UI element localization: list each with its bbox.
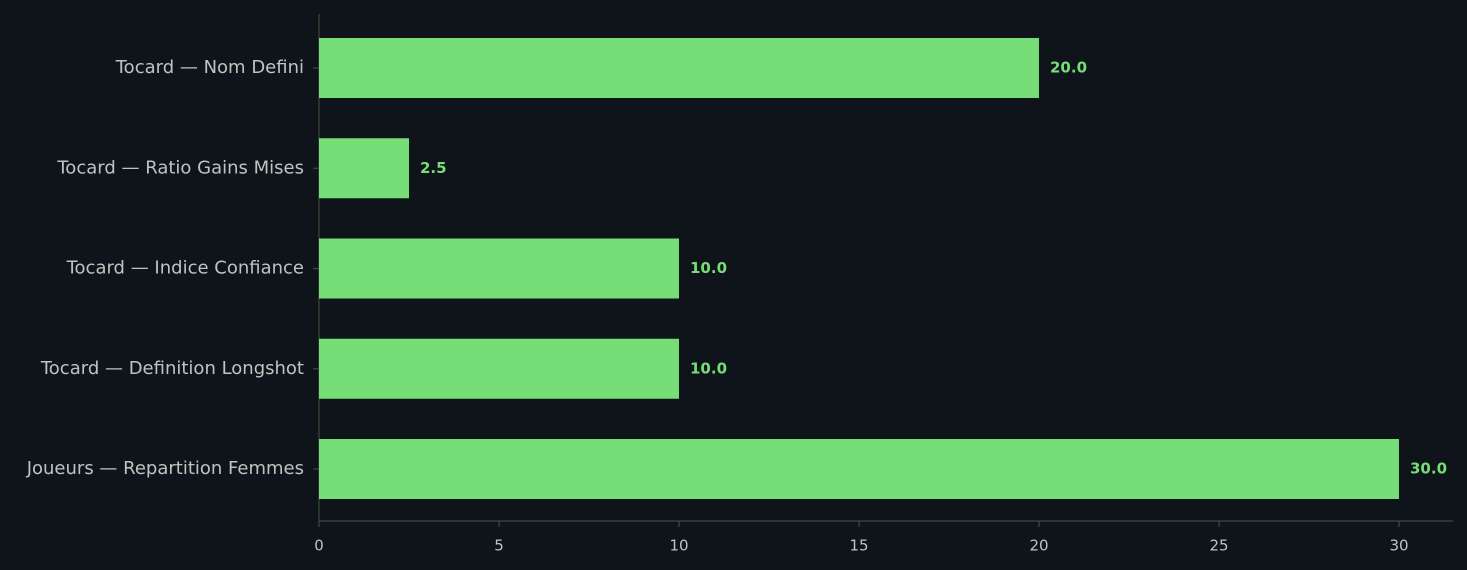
value-label: 20.0 [1050,59,1087,77]
bar [319,338,679,399]
y-tick-label: Tocard — Definition Longshot [40,358,304,379]
x-tick-label: 15 [849,537,868,555]
y-tick-label: Tocard — Ratio Gains Mises [56,157,304,178]
bar [319,38,1039,98]
x-tick-label: 0 [314,537,324,555]
x-tick-label: 25 [1209,537,1228,555]
x-tick-label: 5 [494,537,504,555]
value-label: 30.0 [1410,460,1447,478]
bar [319,138,409,199]
value-label: 10.0 [690,259,727,277]
value-label: 2.5 [420,159,447,177]
x-tick-label: 30 [1389,537,1408,555]
x-tick-label: 20 [1029,537,1048,555]
x-tick-label: 10 [669,537,688,555]
bar [319,238,679,299]
bar [319,439,1399,499]
value-label: 10.0 [690,359,727,377]
y-tick-label: Tocard — Indice Confiance [66,258,304,279]
y-tick-label: Joueurs — Repartition Femmes [26,458,304,479]
y-tick-label: Tocard — Nom Defini [115,57,304,78]
